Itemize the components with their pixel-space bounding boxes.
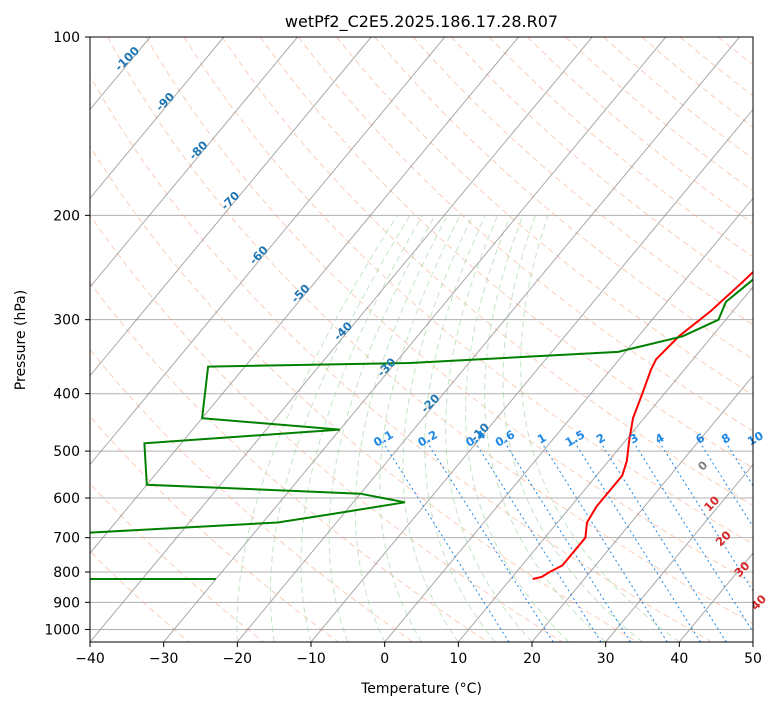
moist-adiabat <box>402 215 474 642</box>
isotherm <box>90 37 372 377</box>
isotherm <box>90 37 298 288</box>
isotherm <box>531 374 753 642</box>
isotherm <box>236 37 740 642</box>
isotherm <box>90 37 519 554</box>
chart-title: wetPf2_C2E5.2025.186.17.28.R07 <box>285 12 558 32</box>
isotherm <box>457 286 753 642</box>
dry-adiabat <box>90 74 712 642</box>
mixing-ratio-line <box>539 440 668 642</box>
y-tick-label: 700 <box>53 531 80 547</box>
dry-adiabat <box>90 145 638 642</box>
axes: −40 −30 −20 −10 0 10 20 30 40 50 100 200 300 400 500 60… <box>44 30 762 667</box>
plot-frame <box>89 36 754 643</box>
background-lines <box>90 37 753 642</box>
mixing-ratio-label: 10 <box>745 428 766 448</box>
y-tick-label: 100 <box>53 30 80 46</box>
moist-adiabat <box>502 215 643 642</box>
mixing-ratio-line <box>632 440 753 633</box>
moist-adiabat <box>270 215 411 642</box>
mixing-ratio-line <box>381 440 510 642</box>
x-tick-label: 20 <box>523 651 541 667</box>
moist-adiabat <box>300 215 423 642</box>
x-tick-label: −20 <box>223 651 253 667</box>
y-tick-label: 1000 <box>44 622 80 638</box>
y-tick-label: 200 <box>53 208 80 224</box>
y-tick-label: 500 <box>53 444 80 460</box>
isotherm <box>90 37 593 642</box>
moist-adiabat <box>354 215 449 642</box>
x-tick-label: 50 <box>744 651 762 667</box>
y-tick-label: 800 <box>53 565 80 581</box>
dewpoint-profile <box>90 278 753 580</box>
plot-content <box>90 37 753 642</box>
dry-adiabat <box>374 37 753 361</box>
mixing-ratio-line <box>573 440 701 642</box>
temperature-profile <box>532 270 753 580</box>
y-tick-label: 900 <box>53 595 80 611</box>
dry-adiabat <box>259 37 753 469</box>
moist-adiabat <box>445 215 533 642</box>
isotherm <box>90 37 446 466</box>
x-tick-label: −40 <box>75 651 105 667</box>
dry-adiabat <box>107 37 753 625</box>
mixing-ratio-line <box>598 440 727 642</box>
isotherm <box>384 197 753 642</box>
x-axis-label: Temperature (°C) <box>360 681 482 697</box>
isotherm <box>310 108 753 642</box>
moist-adiabat <box>520 215 680 642</box>
mixing-ratio-line <box>503 440 631 642</box>
dry-adiabat <box>336 37 753 396</box>
x-tick-label: 30 <box>597 651 615 667</box>
x-tick-label: 40 <box>670 651 688 667</box>
dry-adiabat <box>145 37 753 584</box>
dry-adiabat <box>90 281 488 642</box>
dry-adiabat <box>90 415 339 642</box>
x-tick-label: −30 <box>149 651 179 667</box>
mixing-ratio-line <box>657 440 753 592</box>
mixing-ratio-line <box>425 440 554 642</box>
mixing-ratio-line <box>473 440 602 642</box>
plot-area <box>90 37 753 642</box>
y-tick-label: 300 <box>53 313 80 329</box>
moist-adiabat <box>465 215 570 642</box>
dry-adiabat <box>90 348 414 642</box>
x-tick-label: 0 <box>380 651 389 667</box>
moist-adiabat <box>424 215 496 642</box>
isotherm <box>163 37 667 642</box>
y-axis-label: Pressure (hPa) <box>13 290 29 390</box>
dry-adiabat <box>298 37 753 432</box>
moist-adiabat <box>484 215 607 642</box>
isotherm <box>605 463 753 642</box>
isotherm <box>90 37 225 200</box>
y-tick-label: 400 <box>53 387 80 403</box>
profile-lines <box>90 270 753 580</box>
moist-adiabat <box>236 215 398 642</box>
x-tick-label: 10 <box>449 651 467 667</box>
x-tick-label: −10 <box>296 651 326 667</box>
dry-adiabat <box>90 482 264 642</box>
moist-adiabat <box>379 215 461 642</box>
moist-adiabat <box>328 215 436 642</box>
dry-adiabat <box>90 214 563 642</box>
y-tick-label: 600 <box>53 491 80 507</box>
